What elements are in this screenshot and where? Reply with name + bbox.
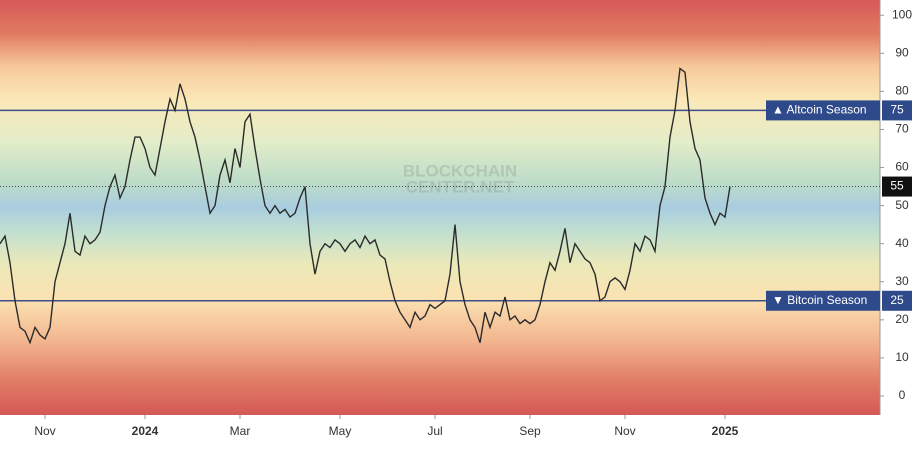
y-tick-label: 30 xyxy=(895,274,909,288)
y-tick-label: 40 xyxy=(895,236,909,250)
y-tick-label: 10 xyxy=(895,350,909,364)
threshold-value: 25 xyxy=(890,293,904,307)
x-tick-label: Nov xyxy=(34,424,55,438)
current-value-tag xyxy=(882,176,912,197)
current-value-label: 55 xyxy=(890,179,904,193)
threshold-tag xyxy=(766,290,880,311)
x-tick-label: Mar xyxy=(230,424,251,438)
x-tick-label: 2024 xyxy=(132,424,159,438)
threshold-tag xyxy=(766,100,880,121)
x-tick-label: Nov xyxy=(614,424,635,438)
watermark: BLOCKCHAIN xyxy=(403,161,517,180)
y-tick-label: 80 xyxy=(895,84,909,98)
watermark: CENTER.NET xyxy=(406,177,515,196)
background xyxy=(0,0,880,415)
threshold-label: ▲ Altcoin Season xyxy=(772,103,867,117)
x-tick-label: May xyxy=(329,424,352,438)
x-tick-label: 2025 xyxy=(712,424,739,438)
y-tick-label: 90 xyxy=(895,45,909,59)
y-tick-label: 0 xyxy=(899,388,906,402)
threshold-value-tag xyxy=(882,100,912,121)
threshold-label: ▼ Bitcoin Season xyxy=(772,293,867,307)
y-tick-label: 70 xyxy=(895,122,909,136)
y-tick-label: 50 xyxy=(895,198,909,212)
threshold-value-tag xyxy=(882,290,912,311)
x-tick-label: Jul xyxy=(427,424,442,438)
y-tick-label: 20 xyxy=(895,312,909,326)
y-tick-label: 60 xyxy=(895,160,909,174)
threshold-value: 75 xyxy=(890,103,904,117)
data-line xyxy=(0,67,731,345)
x-tick-label: Sep xyxy=(519,424,541,438)
y-tick-label: 100 xyxy=(892,7,912,21)
